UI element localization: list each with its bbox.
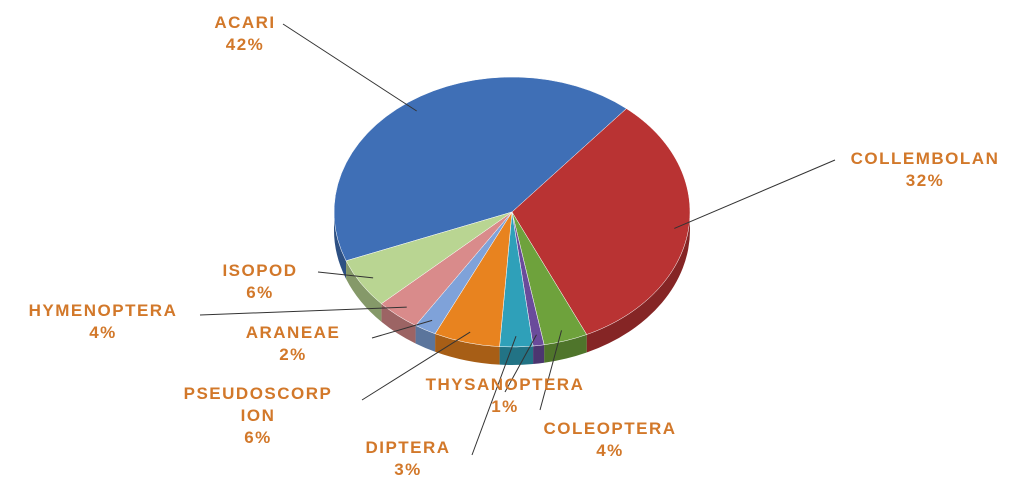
value-label: 4% — [596, 441, 624, 460]
category-label: COLLEMBOLAN — [850, 149, 1000, 168]
slice-label: ISOPOD 6% — [222, 260, 297, 304]
slice-side — [334, 212, 347, 279]
category-label: PSEUDOSCORPION — [183, 384, 333, 425]
value-label: 4% — [89, 323, 117, 342]
category-label: ISOPOD — [222, 261, 298, 280]
category-label: HYMENOPTERA — [28, 301, 178, 320]
leader-line — [317, 271, 374, 279]
slice-side — [533, 344, 545, 365]
slice-side — [435, 333, 500, 365]
leader-line — [504, 334, 537, 393]
slice-label: ACARI 42% — [214, 12, 275, 56]
value-label: 42% — [225, 35, 265, 54]
slice — [345, 211, 513, 305]
slice-label: COLLEMBOLAN 32% — [851, 148, 1000, 192]
slice-side — [381, 303, 416, 344]
slice-label: PSEUDOSCORPION 6% — [183, 383, 333, 449]
leader-line — [674, 159, 836, 229]
value-label: 6% — [246, 283, 274, 302]
leader-line — [282, 23, 417, 112]
value-label: 3% — [394, 460, 422, 479]
slice — [511, 108, 691, 335]
slice-label: THYSANOPTERA 1% — [426, 374, 585, 418]
leader-line — [539, 330, 562, 411]
slice-label: ARANEAE 2% — [246, 322, 341, 366]
category-label: ARANEAE — [245, 323, 341, 342]
slice — [333, 76, 627, 262]
value-label: 2% — [279, 345, 307, 364]
category-label: COLEOPTERA — [543, 419, 677, 438]
slice-label: HYMENOPTERA 4% — [29, 300, 178, 344]
leader-line — [199, 306, 407, 316]
value-label: 6% — [244, 428, 272, 447]
category-label: DIPTERA — [365, 438, 451, 457]
category-label: THYSANOPTERA — [425, 375, 585, 394]
value-label: 32% — [905, 171, 945, 190]
leader-line — [471, 335, 517, 456]
leader-line — [361, 331, 471, 401]
slice-label: COLEOPTERA 4% — [543, 418, 676, 462]
value-label: 1% — [491, 397, 519, 416]
leader-line — [371, 319, 433, 339]
slice-label: DIPTERA 3% — [365, 437, 450, 481]
slice-side — [499, 346, 534, 365]
category-label: ACARI — [214, 13, 276, 32]
slice-side — [586, 212, 690, 353]
